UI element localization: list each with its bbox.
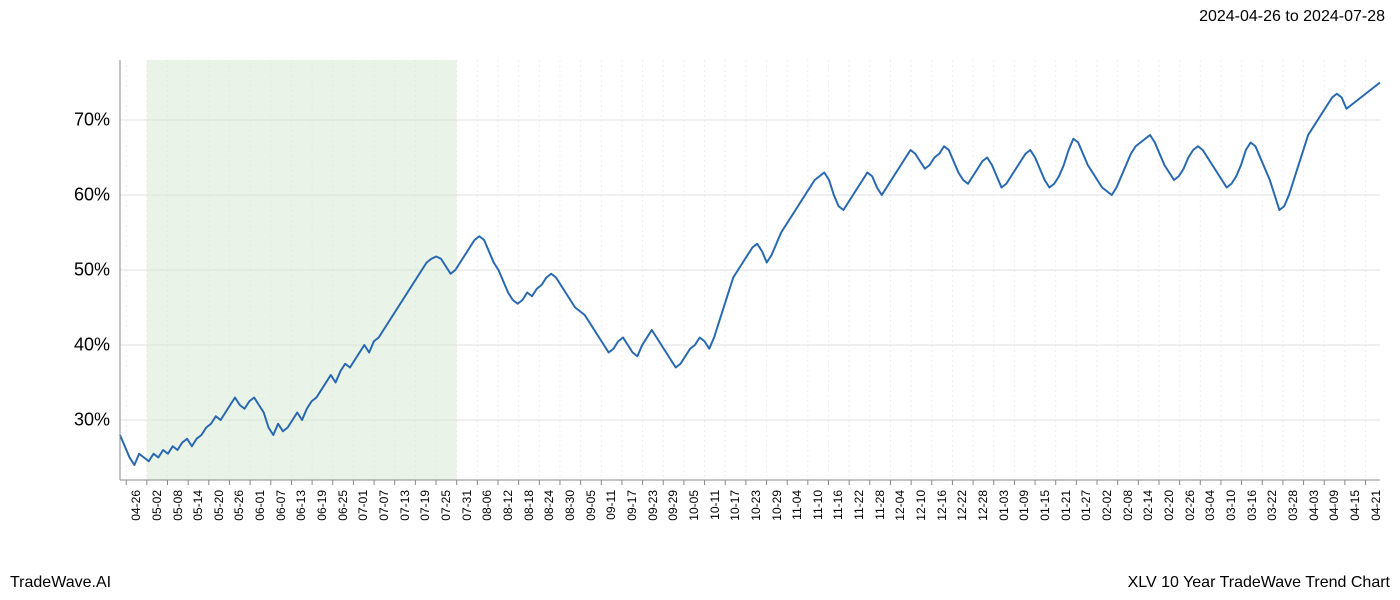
x-tick-label: 06-25	[336, 490, 350, 521]
x-tick-label: 06-07	[274, 490, 288, 521]
x-tick-label: 11-22	[852, 490, 866, 520]
x-tick-label: 03-22	[1265, 490, 1279, 521]
x-tick-label: 08-30	[563, 490, 577, 521]
x-tick-label: 05-08	[171, 490, 185, 521]
y-tick-label: 60%	[60, 185, 110, 206]
date-range-label: 2024-04-26 to 2024-07-28	[1199, 8, 1385, 26]
x-tick-label: 07-07	[377, 490, 391, 521]
x-tick-label: 06-13	[294, 490, 308, 521]
y-tick-label: 40%	[60, 335, 110, 356]
x-tick-label: 08-24	[542, 490, 556, 521]
x-tick-label: 03-10	[1224, 490, 1238, 521]
x-tick-label: 12-22	[955, 490, 969, 521]
x-tick-label: 04-15	[1348, 490, 1362, 521]
plot-svg	[120, 60, 1380, 480]
plot-area	[120, 60, 1380, 480]
x-tick-label: 11-16	[831, 490, 845, 520]
x-tick-label: 09-11	[604, 490, 618, 520]
x-tick-label: 03-28	[1286, 490, 1300, 521]
x-tick-label: 11-10	[811, 490, 825, 520]
x-tick-label: 05-14	[191, 490, 205, 521]
x-tick-label: 02-20	[1162, 490, 1176, 521]
x-tick-label: 01-15	[1038, 490, 1052, 521]
y-axis: 30% 40% 50% 60% 70%	[60, 60, 120, 480]
y-tick-label: 50%	[60, 260, 110, 281]
x-tick-label: 08-18	[522, 490, 536, 521]
x-tick-label: 09-29	[666, 490, 680, 521]
x-tick-label: 01-03	[997, 490, 1011, 521]
x-tick-label: 07-13	[398, 490, 412, 521]
x-tick-label: 09-05	[584, 490, 598, 521]
x-tick-label: 02-26	[1183, 490, 1197, 521]
x-tick-label: 10-11	[708, 490, 722, 520]
x-tick-label: 04-26	[129, 490, 143, 521]
x-tick-label: 02-14	[1141, 490, 1155, 521]
x-tick-label: 08-12	[501, 490, 515, 521]
x-tick-label: 06-19	[315, 490, 329, 521]
x-tick-label: 10-05	[687, 490, 701, 521]
x-tick-label: 04-03	[1307, 490, 1321, 521]
x-tick-label: 12-04	[893, 490, 907, 521]
x-tick-label: 07-01	[356, 490, 370, 521]
x-tick-label: 07-31	[460, 490, 474, 521]
x-tick-label: 01-21	[1059, 490, 1073, 521]
x-tick-label: 01-27	[1079, 490, 1093, 521]
x-tick-label: 07-19	[418, 490, 432, 521]
x-tick-label: 10-29	[770, 490, 784, 521]
x-tick-label: 04-09	[1327, 490, 1341, 521]
x-tick-label: 03-04	[1203, 490, 1217, 521]
x-tick-label: 05-26	[232, 490, 246, 521]
x-tick-label: 01-09	[1017, 490, 1031, 521]
chart-title: XLV 10 Year TradeWave Trend Chart	[1128, 574, 1390, 592]
x-tick-label: 02-08	[1121, 490, 1135, 521]
x-tick-label: 03-16	[1245, 490, 1259, 521]
x-tick-label: 08-06	[480, 490, 494, 521]
x-tick-label: 11-28	[873, 490, 887, 520]
x-tick-label: 05-20	[212, 490, 226, 521]
x-tick-label: 12-16	[935, 490, 949, 521]
x-tick-label: 10-17	[728, 490, 742, 521]
brand-label: TradeWave.AI	[10, 574, 111, 592]
x-axis: 04-26 05-02 05-08 05-14 05-20 05-26 06-01 06-07…	[120, 480, 1380, 560]
y-tick-label: 30%	[60, 410, 110, 431]
x-tick-label: 12-10	[914, 490, 928, 521]
x-tick-label: 11-04	[790, 490, 804, 520]
x-tick-label: 10-23	[749, 490, 763, 521]
x-tick-label: 12-28	[976, 490, 990, 521]
x-tick-label: 09-17	[625, 490, 639, 521]
x-tick-label: 09-23	[646, 490, 660, 521]
y-tick-label: 70%	[60, 110, 110, 131]
trend-chart: 2024-04-26 to 2024-07-28 30% 40% 50% 60% 70%…	[0, 0, 1400, 600]
x-tick-label: 02-02	[1100, 490, 1114, 521]
x-tick-label: 04-21	[1369, 490, 1383, 521]
x-tick-label: 06-01	[253, 490, 267, 521]
x-tick-label: 05-02	[150, 490, 164, 521]
x-tick-label: 07-25	[439, 490, 453, 521]
